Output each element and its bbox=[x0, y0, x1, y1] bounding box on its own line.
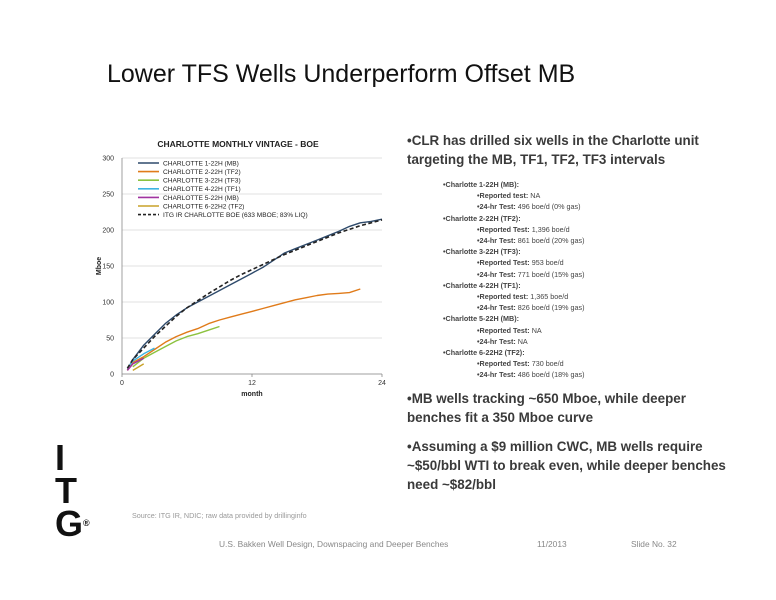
well-name: •Charlotte 1-22H (MB): bbox=[443, 180, 519, 189]
footer-slide-number: Slide No. 32 bbox=[631, 539, 677, 549]
x-tick-label: 0 bbox=[120, 380, 124, 387]
x-tick-label: 24 bbox=[378, 380, 386, 387]
well-detail-value: 953 boe/d bbox=[529, 258, 564, 268]
y-tick-label: 200 bbox=[102, 228, 114, 235]
well-detail-value: NA bbox=[528, 191, 541, 201]
well-name: •Charlotte 6-22H2 (TF2): bbox=[443, 348, 525, 358]
y-tick-label: 0 bbox=[110, 372, 114, 379]
logo-g: G bbox=[55, 503, 84, 544]
series-line bbox=[132, 325, 220, 368]
well-detail-value: 486 boe/d (18% gas) bbox=[515, 370, 585, 380]
well-name: •Charlotte 5-22H (MB): bbox=[443, 314, 519, 324]
y-axis-label: Mboe bbox=[96, 257, 103, 275]
production-chart: CHARLOTTE MONTHLY VINTAGE - BOE 0 50 100 15… bbox=[92, 130, 392, 405]
x-axis-label: month bbox=[241, 391, 262, 398]
well-detail-value: 861 boe/d (20% gas) bbox=[515, 236, 585, 246]
well-detail-label: •Reported Test: bbox=[477, 325, 530, 335]
bullet-wells-drilled: •CLR has drilled six wells in the Charlo… bbox=[407, 133, 699, 167]
legend-label: CHARLOTTE 6-22H2 (TF2) bbox=[163, 203, 244, 210]
well-detail-label: •24-hr Test: bbox=[477, 303, 516, 313]
well-detail-label: •24-hr Test: bbox=[477, 269, 516, 279]
footer-deck-title: U.S. Bakken Well Design, Downspacing and… bbox=[219, 539, 449, 549]
well-detail-value: 496 boe/d (0% gas) bbox=[515, 202, 581, 212]
bullet-breakeven: •Assuming a $9 million CWC, MB wells req… bbox=[407, 438, 726, 492]
commentary: •CLR has drilled six wells in the Charlo… bbox=[407, 131, 737, 494]
bullet-mb-tracking: •MB wells tracking ~650 Mboe, while deep… bbox=[407, 390, 686, 425]
well-detail-line: •Reported Test: 1,396 boe/d bbox=[443, 224, 737, 235]
series-line bbox=[126, 288, 361, 371]
legend-label: CHARLOTTE 3-22H (TF3) bbox=[163, 178, 241, 185]
well-detail-label: •Reported test: bbox=[477, 292, 529, 302]
well-detail-line: •24-hr Test: NA bbox=[443, 336, 737, 347]
chart-svg: CHARLOTTE MONTHLY VINTAGE - BOE 0 50 100 15… bbox=[96, 139, 386, 398]
y-tick-label: 50 bbox=[106, 336, 114, 343]
well-name: •Charlotte 2-22H (TF2): bbox=[443, 213, 521, 223]
well-detail-label: •24-hr Test: bbox=[477, 370, 516, 380]
series-line bbox=[126, 219, 383, 369]
well-detail-label: •Reported test: bbox=[477, 191, 529, 201]
registered-mark: ® bbox=[83, 518, 90, 528]
well-detail-value: 1,365 boe/d bbox=[528, 292, 569, 302]
y-tick-label: 100 bbox=[102, 300, 114, 307]
well-detail-label: •Reported Test: bbox=[477, 258, 530, 268]
series-line bbox=[132, 363, 145, 372]
x-tick-label: 12 bbox=[248, 380, 256, 387]
well-detail-line: •Reported Test: NA bbox=[443, 325, 737, 336]
series-line bbox=[126, 357, 145, 371]
well-detail-line: •24-hr Test: 826 boe/d (19% gas) bbox=[443, 302, 737, 313]
legend-label: CHARLOTTE 4-22H (TF1) bbox=[163, 186, 241, 193]
legend-label: CHARLOTTE 5-22H (MB) bbox=[163, 195, 239, 202]
legend-label: CHARLOTTE 1-22H (MB) bbox=[163, 160, 239, 167]
well-detail-label: •Reported Test: bbox=[477, 224, 530, 234]
well-detail-label: •Reported Test: bbox=[477, 359, 530, 369]
chart-title: CHARLOTTE MONTHLY VINTAGE - BOE bbox=[157, 139, 319, 149]
legend-label: CHARLOTTE 2-22H (TF2) bbox=[163, 169, 241, 176]
well-detail-line: •24-hr Test: 486 boe/d (18% gas) bbox=[443, 369, 737, 380]
well-name: •Charlotte 3-22H (TF3): bbox=[443, 247, 521, 257]
y-tick-label: 250 bbox=[102, 192, 114, 199]
well-detail-line: •Reported test: NA bbox=[443, 190, 737, 201]
well-detail-line: •Reported test: 1,365 boe/d bbox=[443, 291, 737, 302]
legend-label: ITG IR CHARLOTTE BOE (633 MBOE; 83% LIQ) bbox=[163, 212, 308, 219]
well-details: •Charlotte 1-22H (MB): •Reported test: NA… bbox=[443, 179, 737, 381]
well-detail-line: •Reported Test: 953 boe/d bbox=[443, 257, 737, 268]
well-detail-value: 1,396 boe/d bbox=[529, 224, 570, 234]
well-detail-value: 771 boe/d (15% gas) bbox=[515, 269, 585, 279]
y-tick-label: 150 bbox=[102, 264, 114, 271]
well-detail-line: •24-hr Test: 496 boe/d (0% gas) bbox=[443, 201, 737, 212]
well-detail-value: NA bbox=[529, 325, 542, 335]
itg-logo: I T G® bbox=[55, 437, 125, 542]
well-name: •Charlotte 4-22H (TF1): bbox=[443, 280, 521, 290]
y-tick-label: 300 bbox=[102, 156, 114, 163]
series-line bbox=[126, 218, 383, 371]
well-detail-label: •24-hr Test: bbox=[477, 236, 516, 246]
well-detail-value: 730 boe/d bbox=[529, 359, 564, 369]
series-line bbox=[126, 347, 155, 369]
well-detail-line: •Reported Test: 730 boe/d bbox=[443, 358, 737, 369]
logo-letter-i: I bbox=[55, 437, 66, 478]
well-detail-label: •24-hr Test: bbox=[477, 202, 516, 212]
well-detail-line: •24-hr Test: 861 boe/d (20% gas) bbox=[443, 235, 737, 246]
well-detail-line: •24-hr Test: 771 boe/d (15% gas) bbox=[443, 269, 737, 280]
well-detail-label: •24-hr Test: bbox=[477, 336, 516, 346]
slide-title: Lower TFS Wells Underperform Offset MB bbox=[107, 60, 576, 88]
well-detail-value: NA bbox=[515, 336, 528, 346]
logo-letter-g: G® bbox=[55, 506, 125, 542]
footer-date: 11/2013 bbox=[537, 539, 567, 549]
logo-letter-t: T bbox=[55, 470, 77, 511]
well-detail-value: 826 boe/d (19% gas) bbox=[515, 303, 585, 313]
source-note: Source: ITG IR, NDIC; raw data provided … bbox=[132, 511, 307, 520]
